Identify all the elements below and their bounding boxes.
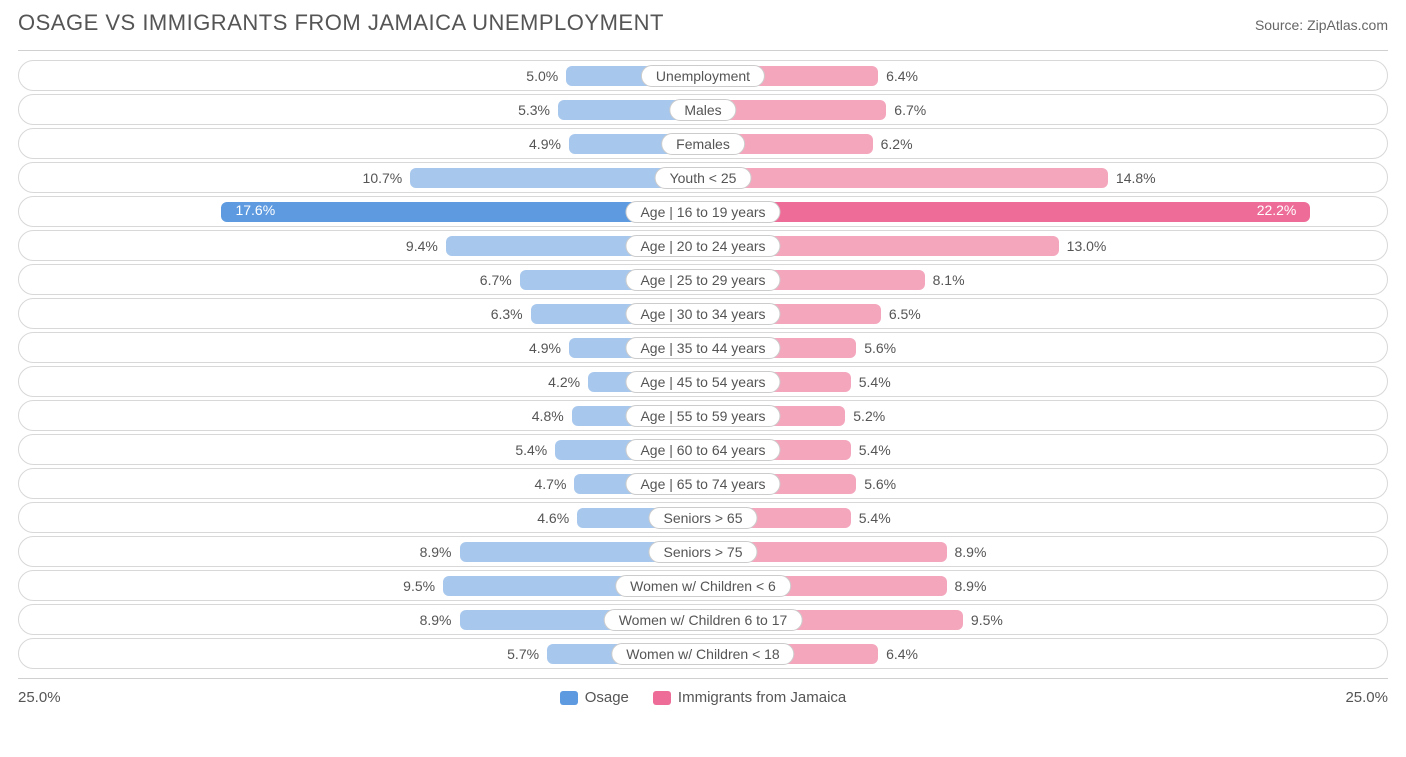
legend-swatch-osage (560, 691, 578, 705)
legend-label-jamaica: Immigrants from Jamaica (678, 689, 846, 706)
chart-row: 5.4% 5.4% Age | 60 to 64 years (18, 434, 1388, 465)
legend: Osage Immigrants from Jamaica (560, 689, 847, 706)
value-jamaica: 6.7% (886, 102, 934, 118)
value-osage: 4.7% (527, 476, 575, 492)
category-pill: Age | 25 to 29 years (625, 269, 780, 291)
value-jamaica: 6.4% (878, 646, 926, 662)
value-jamaica: 14.8% (1108, 170, 1164, 186)
value-jamaica: 5.4% (851, 374, 899, 390)
value-osage: 5.3% (510, 102, 558, 118)
value-jamaica: 5.2% (845, 408, 893, 424)
chart-row: 5.0% 6.4% Unemployment (18, 60, 1388, 91)
category-pill: Age | 30 to 34 years (625, 303, 780, 325)
bar-jamaica (703, 168, 1108, 188)
source-label: Source: ZipAtlas.com (1255, 17, 1388, 33)
chart-row: 4.8% 5.2% Age | 55 to 59 years (18, 400, 1388, 431)
value-jamaica: 8.9% (947, 544, 995, 560)
category-pill: Age | 45 to 54 years (625, 371, 780, 393)
category-pill: Seniors > 75 (649, 541, 758, 563)
value-osage: 9.4% (398, 238, 446, 254)
chart-row: 4.6% 5.4% Seniors > 65 (18, 502, 1388, 533)
value-jamaica: 5.6% (856, 476, 904, 492)
category-pill: Women w/ Children < 18 (611, 643, 794, 665)
category-pill: Age | 35 to 44 years (625, 337, 780, 359)
chart-title: OSAGE VS IMMIGRANTS FROM JAMAICA UNEMPLO… (18, 10, 664, 36)
category-pill: Age | 20 to 24 years (625, 235, 780, 257)
value-jamaica: 6.2% (873, 136, 921, 152)
chart-row: 5.7% 6.4% Women w/ Children < 18 (18, 638, 1388, 669)
category-pill: Seniors > 65 (649, 507, 758, 529)
category-pill: Youth < 25 (655, 167, 752, 189)
value-osage: 10.7% (355, 170, 411, 186)
value-osage: 5.0% (518, 68, 566, 84)
chart-row: 6.3% 6.5% Age | 30 to 34 years (18, 298, 1388, 329)
value-osage: 17.6% (227, 202, 283, 218)
legend-item-osage: Osage (560, 689, 629, 706)
chart-row: 6.7% 8.1% Age | 25 to 29 years (18, 264, 1388, 295)
value-jamaica: 5.4% (851, 510, 899, 526)
chart-row: 4.9% 5.6% Age | 35 to 44 years (18, 332, 1388, 363)
chart-row: 8.9% 9.5% Women w/ Children 6 to 17 (18, 604, 1388, 635)
value-osage: 4.8% (524, 408, 572, 424)
value-osage: 5.7% (499, 646, 547, 662)
category-pill: Age | 60 to 64 years (625, 439, 780, 461)
category-pill: Males (669, 99, 736, 121)
value-osage: 4.2% (540, 374, 588, 390)
category-pill: Women w/ Children 6 to 17 (604, 609, 803, 631)
value-jamaica: 13.0% (1059, 238, 1115, 254)
axis-max-left: 25.0% (18, 689, 61, 706)
value-jamaica: 5.4% (851, 442, 899, 458)
value-osage: 4.9% (521, 340, 569, 356)
value-jamaica: 5.6% (856, 340, 904, 356)
legend-label-osage: Osage (585, 689, 629, 706)
category-pill: Women w/ Children < 6 (615, 575, 791, 597)
chart-header: OSAGE VS IMMIGRANTS FROM JAMAICA UNEMPLO… (18, 10, 1388, 36)
value-osage: 5.4% (507, 442, 555, 458)
chart-plot-area: 5.0% 6.4% Unemployment 5.3% 6.7% Males 4.9% 6.2… (18, 50, 1388, 679)
bar-jamaica: 22.2% (703, 202, 1310, 222)
chart-row: 10.7% 14.8% Youth < 25 (18, 162, 1388, 193)
value-osage: 9.5% (395, 578, 443, 594)
chart-row: 4.9% 6.2% Females (18, 128, 1388, 159)
value-osage: 6.7% (472, 272, 520, 288)
value-osage: 8.9% (412, 544, 460, 560)
category-pill: Age | 65 to 74 years (625, 473, 780, 495)
category-pill: Females (661, 133, 745, 155)
chart-row: 17.6% 22.2% Age | 16 to 19 years (18, 196, 1388, 227)
chart-row: 9.5% 8.9% Women w/ Children < 6 (18, 570, 1388, 601)
category-pill: Age | 16 to 19 years (625, 201, 780, 223)
legend-swatch-jamaica (653, 691, 671, 705)
value-jamaica: 22.2% (1249, 202, 1305, 218)
chart-row: 8.9% 8.9% Seniors > 75 (18, 536, 1388, 567)
value-osage: 6.3% (483, 306, 531, 322)
value-jamaica: 6.4% (878, 68, 926, 84)
value-osage: 4.9% (521, 136, 569, 152)
value-jamaica: 6.5% (881, 306, 929, 322)
axis-max-right: 25.0% (1345, 689, 1388, 706)
chart-row: 4.7% 5.6% Age | 65 to 74 years (18, 468, 1388, 499)
chart-row: 5.3% 6.7% Males (18, 94, 1388, 125)
value-osage: 4.6% (529, 510, 577, 526)
category-pill: Age | 55 to 59 years (625, 405, 780, 427)
category-pill: Unemployment (641, 65, 765, 87)
value-osage: 8.9% (412, 612, 460, 628)
legend-item-jamaica: Immigrants from Jamaica (653, 689, 846, 706)
value-jamaica: 8.9% (947, 578, 995, 594)
value-jamaica: 9.5% (963, 612, 1011, 628)
chart-row: 4.2% 5.4% Age | 45 to 54 years (18, 366, 1388, 397)
chart-footer: 25.0% Osage Immigrants from Jamaica 25.0… (18, 689, 1388, 706)
chart-row: 9.4% 13.0% Age | 20 to 24 years (18, 230, 1388, 261)
value-jamaica: 8.1% (925, 272, 973, 288)
